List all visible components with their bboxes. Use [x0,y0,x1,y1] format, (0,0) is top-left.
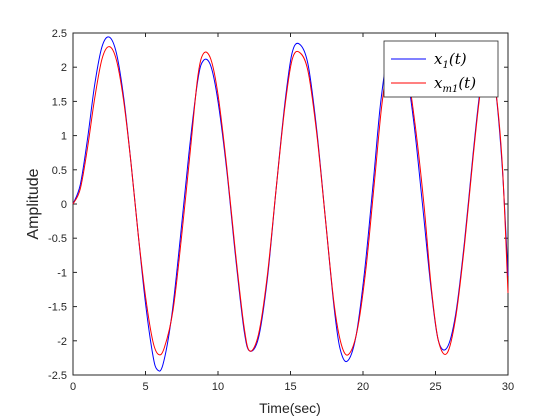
x-tick-label: 0 [70,381,76,393]
x-axis-label: Time(sec) [259,400,321,416]
y-axis-label: Amplitude [25,168,42,239]
legend-entry-xm1: xm1(t) [434,74,476,95]
legend-box [383,40,499,98]
y-tick-label: -1 [57,267,67,279]
y-tick-label: 2 [61,62,67,74]
x-tick-label: 20 [357,381,369,393]
legend-entry-x1: x1(t) [434,50,467,71]
x-tick-label: 15 [284,381,296,393]
y-tick-label: -2 [57,336,67,348]
legend: x1(t) xm1(t) [383,40,499,98]
x-tick-label: 25 [429,381,441,393]
x-tick-label: 10 [212,381,224,393]
x-tick-label: 5 [142,381,148,393]
series-line-xm1 [72,46,509,356]
y-tick-label: 0 [61,199,67,211]
x-tick-label: 30 [502,381,514,393]
y-tick-label: 1.5 [52,96,67,108]
y-tick-label: -0.5 [48,233,67,245]
y-tick-label: -2.5 [48,370,67,382]
y-tick-label: 2.5 [52,28,67,40]
y-tick-label: 1 [61,131,67,143]
y-tick-label: 0.5 [52,165,67,177]
series-layer [72,36,509,372]
axis-ticks: 0 5 10 15 20 25 30 -2.5 -2 -1.5 -1 -0.5 0 0.5 1 1.5 2 2.5 [48,28,514,393]
y-tick-label: -1.5 [48,302,67,314]
